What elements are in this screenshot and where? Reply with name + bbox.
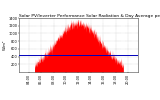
- Text: Solar PV/Inverter Performance Solar Radiation & Day Average per Minute: Solar PV/Inverter Performance Solar Radi…: [19, 14, 160, 18]
- Y-axis label: W/m²: W/m²: [3, 40, 7, 50]
